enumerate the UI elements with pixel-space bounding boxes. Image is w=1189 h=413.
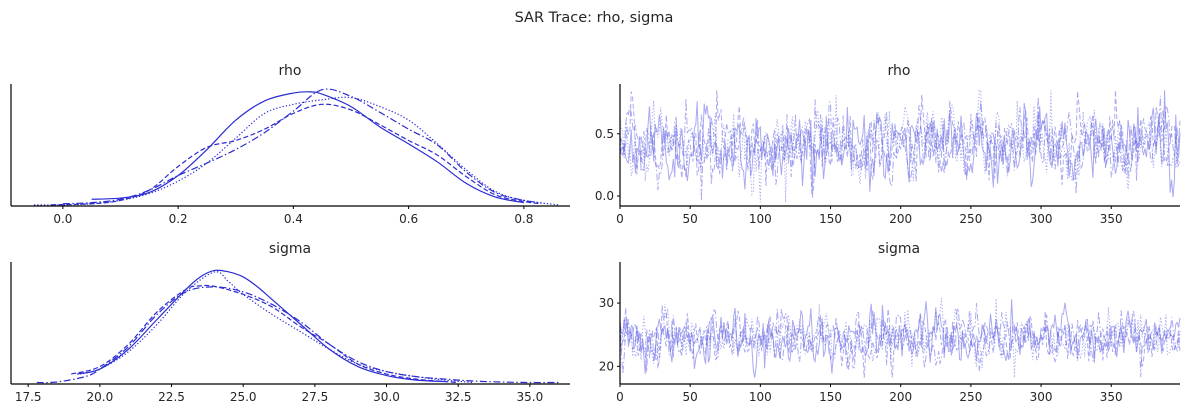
sigma-trace-panel: sigma 0 50 100 150 200 250 300 350 20 30 xyxy=(599,241,1181,404)
rho-trace-xtick-label: 150 xyxy=(819,212,842,226)
sigma-trace-xtick-label: 100 xyxy=(749,390,772,404)
rho-kde-title: rho xyxy=(279,63,302,79)
sigma-trace-xtick-label: 200 xyxy=(889,390,912,404)
sigma-kde-series-chain-3 xyxy=(36,286,559,384)
sigma-kde-series-chain-1 xyxy=(71,284,459,384)
rho-trace-chain-2 xyxy=(619,89,1181,203)
rho-trace-xtick-label: 300 xyxy=(1030,212,1053,226)
rho-kde-xtick-label: 0.2 xyxy=(169,212,188,226)
sigma-kde-series-chain-0 xyxy=(76,269,444,383)
sigma-trace-chain-1 xyxy=(619,305,1181,378)
rho-trace-ytick-label: 0.0 xyxy=(595,189,614,203)
rho-trace-chain-1 xyxy=(619,90,1181,198)
sigma-kde-xtick-label: 30.0 xyxy=(373,390,400,404)
sigma-trace-chain-2 xyxy=(619,298,1181,378)
rho-kde-series-chain-0 xyxy=(91,91,525,204)
sigma-kde-xtick-label: 27.5 xyxy=(302,390,329,404)
sigma-kde-xtick-label: 32.5 xyxy=(445,390,472,404)
sigma-kde-title: sigma xyxy=(269,241,311,257)
sigma-trace-xtick-label: 150 xyxy=(819,390,842,404)
sigma-trace-plot-area xyxy=(619,298,1181,378)
rho-kde-panel: rho 0.0 0.2 0.4 0.6 0.8 xyxy=(10,63,570,226)
sigma-kde-series-chain-2 xyxy=(79,271,473,384)
sigma-kde-xtick-label: 17.5 xyxy=(15,390,42,404)
sigma-trace-ytick-label: 30 xyxy=(599,296,614,310)
rho-trace-xtick-label: 100 xyxy=(749,212,772,226)
rho-kde-series-chain-1 xyxy=(51,103,542,206)
sigma-trace-chain-0 xyxy=(619,299,1181,378)
rho-trace-ytick-label: 0.5 xyxy=(595,127,614,141)
sigma-trace-xtick-label: 0 xyxy=(616,390,624,404)
rho-kde-series-chain-2 xyxy=(34,96,559,206)
rho-trace-plot-area xyxy=(619,89,1181,203)
sigma-trace-title: sigma xyxy=(878,241,920,257)
sigma-trace-chain-3 xyxy=(619,303,1181,378)
sigma-kde-xtick-label: 35.0 xyxy=(517,390,544,404)
rho-trace-xtick-label: 200 xyxy=(889,212,912,226)
sigma-kde-plot-area xyxy=(36,269,559,384)
rho-trace-chain-3 xyxy=(619,95,1181,202)
rho-kde-series-chain-3 xyxy=(62,88,542,205)
rho-kde-xtick-label: 0.4 xyxy=(284,212,303,226)
rho-kde-plot-area xyxy=(34,88,559,206)
sigma-kde-xtick-label: 25.0 xyxy=(230,390,257,404)
rho-kde-xtick-label: 0.6 xyxy=(399,212,418,226)
rho-kde-xtick-label: 0.0 xyxy=(53,212,72,226)
sigma-kde-panel: sigma 17.5 20.0 22.5 25.0 27.5 30.0 32.5 35.0 xyxy=(10,241,570,404)
rho-kde-xtick-label: 0.8 xyxy=(514,212,533,226)
rho-trace-panel: rho 0 50 100 150 200 250 300 350 0.0 0.5 xyxy=(595,63,1181,226)
sigma-trace-xtick-label: 300 xyxy=(1030,390,1053,404)
rho-trace-xtick-label: 0 xyxy=(616,212,624,226)
sigma-trace-ytick-label: 20 xyxy=(599,359,614,373)
sigma-kde-xtick-label: 22.5 xyxy=(158,390,185,404)
sigma-trace-xtick-label: 50 xyxy=(683,390,698,404)
sigma-trace-xtick-label: 350 xyxy=(1100,390,1123,404)
rho-trace-xtick-label: 350 xyxy=(1100,212,1123,226)
sigma-trace-xtick-label: 250 xyxy=(959,390,982,404)
sigma-kde-xtick-label: 20.0 xyxy=(87,390,114,404)
rho-trace-xtick-label: 250 xyxy=(959,212,982,226)
rho-trace-title: rho xyxy=(888,63,911,79)
figure-suptitle: SAR Trace: rho, sigma xyxy=(515,10,674,26)
rho-trace-xtick-label: 50 xyxy=(683,212,698,226)
